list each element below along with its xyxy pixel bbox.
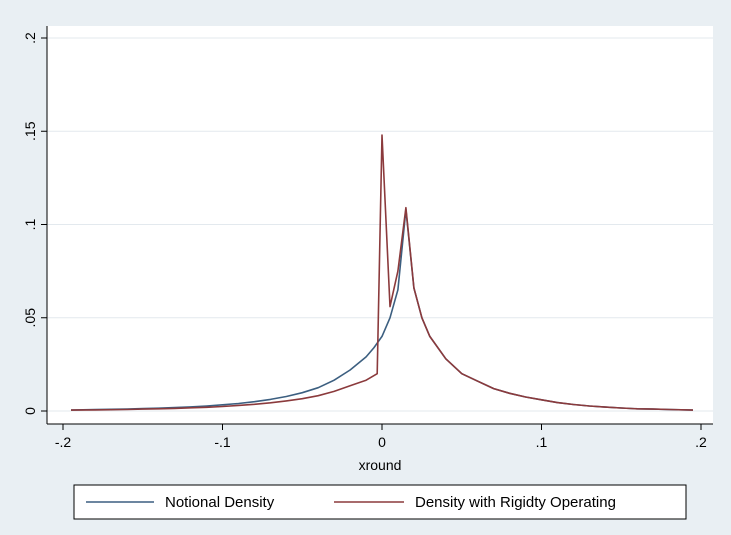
y-axis-ticks: 0 .05 .1 .15 .2 bbox=[22, 32, 47, 415]
y-tick-label: .1 bbox=[22, 218, 38, 230]
x-tick-label: -.2 bbox=[55, 434, 72, 450]
x-tick-label: -.1 bbox=[214, 434, 231, 450]
legend: Notional Density Density with Rigidty Op… bbox=[73, 484, 687, 520]
y-tick-label: .15 bbox=[22, 121, 38, 141]
x-tick-label: 0 bbox=[378, 434, 386, 450]
x-axis-ticks: -.2 -.1 0 .1 .2 bbox=[55, 424, 707, 450]
series-line-density-with-rigidty bbox=[70, 134, 694, 411]
x-tick-label: .2 bbox=[695, 434, 707, 450]
legend-label-notional-density: Notional Density bbox=[165, 494, 275, 511]
y-tick-label: .2 bbox=[22, 32, 38, 44]
series-lines bbox=[70, 134, 694, 411]
legend-label-density-with-rigidty: Density with Rigidty Operating bbox=[415, 494, 616, 511]
y-tick-label: .05 bbox=[22, 308, 38, 328]
x-tick-label: .1 bbox=[536, 434, 548, 450]
x-axis-title: xround bbox=[359, 457, 402, 473]
y-tick-label: 0 bbox=[22, 407, 38, 415]
